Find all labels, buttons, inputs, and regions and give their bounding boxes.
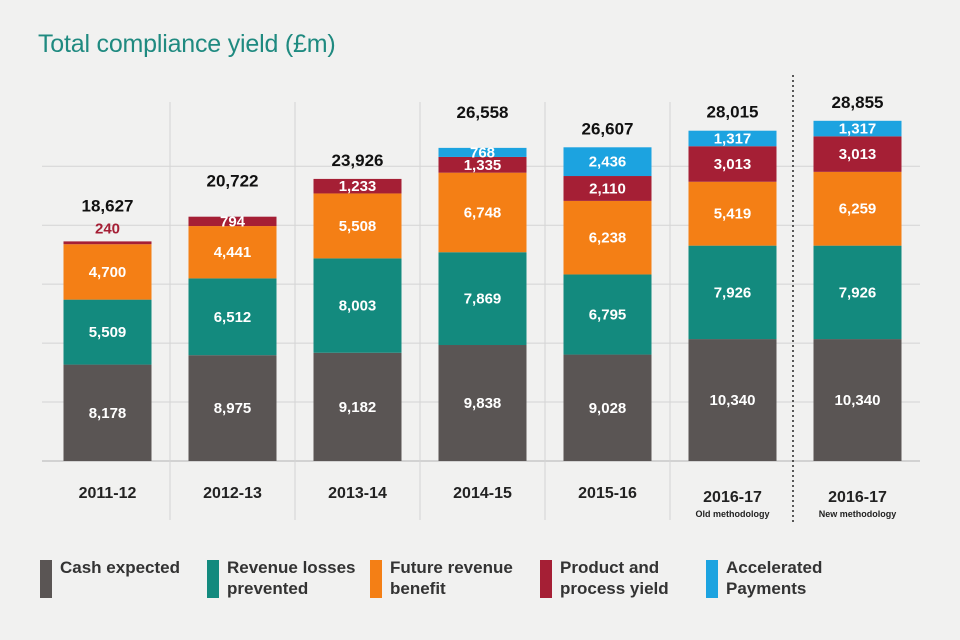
total-label: 28,855 — [832, 93, 884, 112]
bar-segment — [688, 339, 777, 461]
bar-segment — [313, 193, 402, 259]
bar-segment — [438, 252, 527, 346]
bar-segment — [813, 120, 902, 137]
data-label: 6,512 — [214, 309, 252, 326]
bar-segment — [688, 181, 777, 246]
bar-segment — [813, 136, 902, 172]
x-tick-label: 2011-12 — [79, 485, 137, 502]
bar-segment — [188, 355, 277, 461]
data-label: 2,110 — [589, 180, 626, 197]
x-tick-label: 2016-17 — [703, 489, 762, 506]
bar-segment — [688, 146, 777, 182]
bar-segment — [313, 258, 402, 353]
bar-segment — [188, 226, 277, 279]
total-label: 28,015 — [707, 103, 759, 122]
x-tick-note: Old methodology — [696, 509, 770, 519]
data-label: 10,340 — [710, 392, 756, 409]
legend-swatch — [207, 560, 219, 598]
data-label: 240 — [95, 220, 120, 237]
data-label: 3,013 — [839, 146, 877, 163]
data-label: 6,795 — [589, 307, 627, 324]
data-label: 9,182 — [339, 399, 377, 416]
chart-title: Total compliance yield (£m) — [38, 30, 336, 58]
bar-segment — [438, 156, 527, 173]
bar-segment — [438, 345, 527, 461]
legend: Cash expected Revenue losses prevented Fut… — [40, 558, 940, 608]
total-label: 20,722 — [207, 172, 259, 191]
bar-segment — [438, 147, 527, 157]
bar-segment — [813, 171, 902, 246]
bar-segment — [313, 352, 402, 461]
data-label: 8,975 — [214, 400, 252, 417]
data-label: 1,317 — [714, 130, 752, 147]
x-tick-label: 2012-13 — [203, 485, 262, 502]
data-label: 4,700 — [89, 264, 127, 281]
bar-segment — [63, 364, 152, 461]
data-label: 6,238 — [589, 230, 627, 247]
data-label: 2,436 — [589, 154, 627, 171]
data-label: 6,748 — [464, 204, 502, 221]
data-label: 5,508 — [339, 218, 377, 235]
bar-segment — [563, 176, 652, 201]
x-tick-note: New methodology — [819, 509, 897, 519]
data-label: 1,335 — [464, 157, 502, 174]
data-label: 6,259 — [839, 201, 877, 218]
x-tick-label: 2013-14 — [328, 485, 387, 502]
data-label: 10,340 — [835, 392, 881, 409]
bar-segment — [188, 278, 277, 356]
total-label: 23,926 — [332, 151, 384, 170]
data-label: 7,869 — [464, 291, 502, 308]
legend-label: Product and process yield — [560, 558, 669, 598]
bar-segment — [563, 354, 652, 461]
data-label: 5,509 — [89, 324, 127, 341]
data-label: 1,317 — [839, 121, 877, 138]
legend-label: Future revenue benefit — [390, 558, 513, 598]
data-label: 794 — [220, 213, 246, 230]
total-label: 26,558 — [457, 103, 509, 122]
bar-segment — [688, 245, 777, 340]
legend-swatch — [706, 560, 718, 598]
data-label: 7,926 — [714, 284, 752, 301]
bar-segment — [563, 274, 652, 355]
legend-swatch — [370, 560, 382, 598]
legend-label: Accelerated Payments — [726, 558, 823, 598]
x-tick-label: 2014-15 — [453, 485, 512, 502]
data-label: 9,028 — [589, 400, 627, 417]
x-tick-label: 2016-17 — [828, 489, 887, 506]
legend-swatch — [40, 560, 52, 598]
data-label: 1,233 — [339, 178, 377, 195]
data-label: 768 — [470, 144, 495, 161]
bar-segment — [188, 216, 277, 227]
legend-label: Revenue losses prevented — [227, 558, 356, 598]
data-label: 7,926 — [839, 284, 877, 301]
data-labels: 8,178 5,509 4,700 240 18,627 8,975 6,512 4,441 7… — [82, 93, 884, 422]
total-label: 18,627 — [82, 196, 134, 215]
bar-segment — [313, 178, 402, 194]
bar-segment — [438, 172, 527, 253]
bar-segment — [563, 147, 652, 177]
legend-label: Cash expected — [60, 558, 180, 577]
total-label: 26,607 — [582, 119, 634, 138]
data-label: 4,441 — [214, 244, 252, 261]
bar-segment — [63, 241, 152, 245]
x-axis: 2011-12 2012-13 2013-14 2014-15 2015-16 2016-… — [79, 485, 897, 519]
data-label: 8,178 — [89, 405, 127, 422]
bar-segment — [63, 244, 152, 300]
data-label: 3,013 — [714, 156, 752, 173]
bars — [63, 120, 902, 461]
bar-segment — [563, 200, 652, 275]
bar-segment — [688, 130, 777, 147]
data-label: 9,838 — [464, 395, 502, 412]
data-label: 8,003 — [339, 298, 377, 315]
bar-segment — [813, 339, 902, 461]
data-label: 5,419 — [714, 206, 752, 223]
bar-segment — [63, 299, 152, 365]
x-tick-label: 2015-16 — [578, 485, 637, 502]
bar-segment — [813, 245, 902, 340]
legend-swatch — [540, 560, 552, 598]
